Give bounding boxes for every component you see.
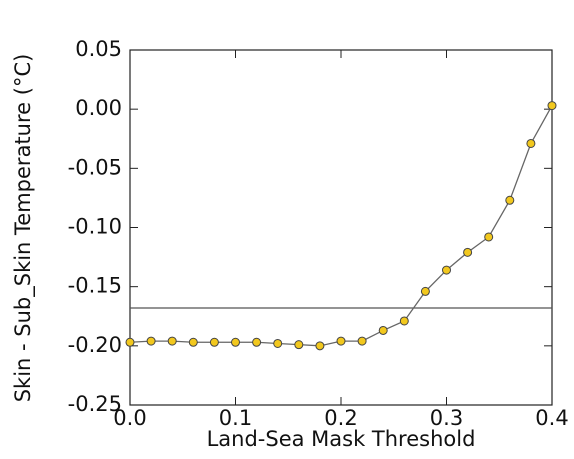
y-axis-label: Skin - Sub_Skin Temperature (°C)	[11, 54, 36, 403]
data-point	[209, 337, 219, 347]
x-tick-label: 0.2	[324, 406, 357, 430]
data-point	[294, 340, 304, 350]
x-axis-label: Land-Sea Mask Threshold	[207, 427, 476, 451]
data-point	[315, 341, 325, 351]
data-point	[526, 138, 536, 148]
y-tick-label: -0.25	[68, 392, 122, 416]
data-point	[125, 337, 135, 347]
x-tick-label: 0.3	[430, 406, 463, 430]
data-point	[167, 336, 177, 346]
data-point	[547, 101, 557, 111]
data-line	[129, 105, 553, 347]
data-point	[146, 336, 156, 346]
y-tick-label: -0.10	[68, 215, 122, 239]
data-point	[188, 337, 198, 347]
data-point	[484, 232, 494, 242]
data-point	[378, 325, 388, 335]
data-point	[231, 337, 240, 347]
data-point	[463, 247, 473, 257]
data-point	[336, 336, 346, 346]
y-tick-label: 0.00	[75, 96, 122, 120]
data-point	[357, 336, 367, 346]
data-point	[420, 286, 430, 296]
y-tick-label: -0.15	[68, 274, 122, 298]
data-point	[252, 337, 262, 347]
data-point	[505, 195, 515, 205]
data-point	[442, 265, 451, 275]
data-point	[273, 338, 283, 348]
x-tick-label: 0.4	[535, 406, 568, 430]
y-tick-label: -0.20	[68, 333, 122, 357]
data-point	[399, 316, 409, 326]
y-tick-label: 0.05	[75, 37, 122, 61]
x-tick-label: 0.1	[219, 406, 252, 430]
y-tick-label: -0.05	[68, 155, 122, 179]
x-tick-label: 0.0	[113, 406, 146, 430]
plot-frame	[129, 49, 553, 406]
